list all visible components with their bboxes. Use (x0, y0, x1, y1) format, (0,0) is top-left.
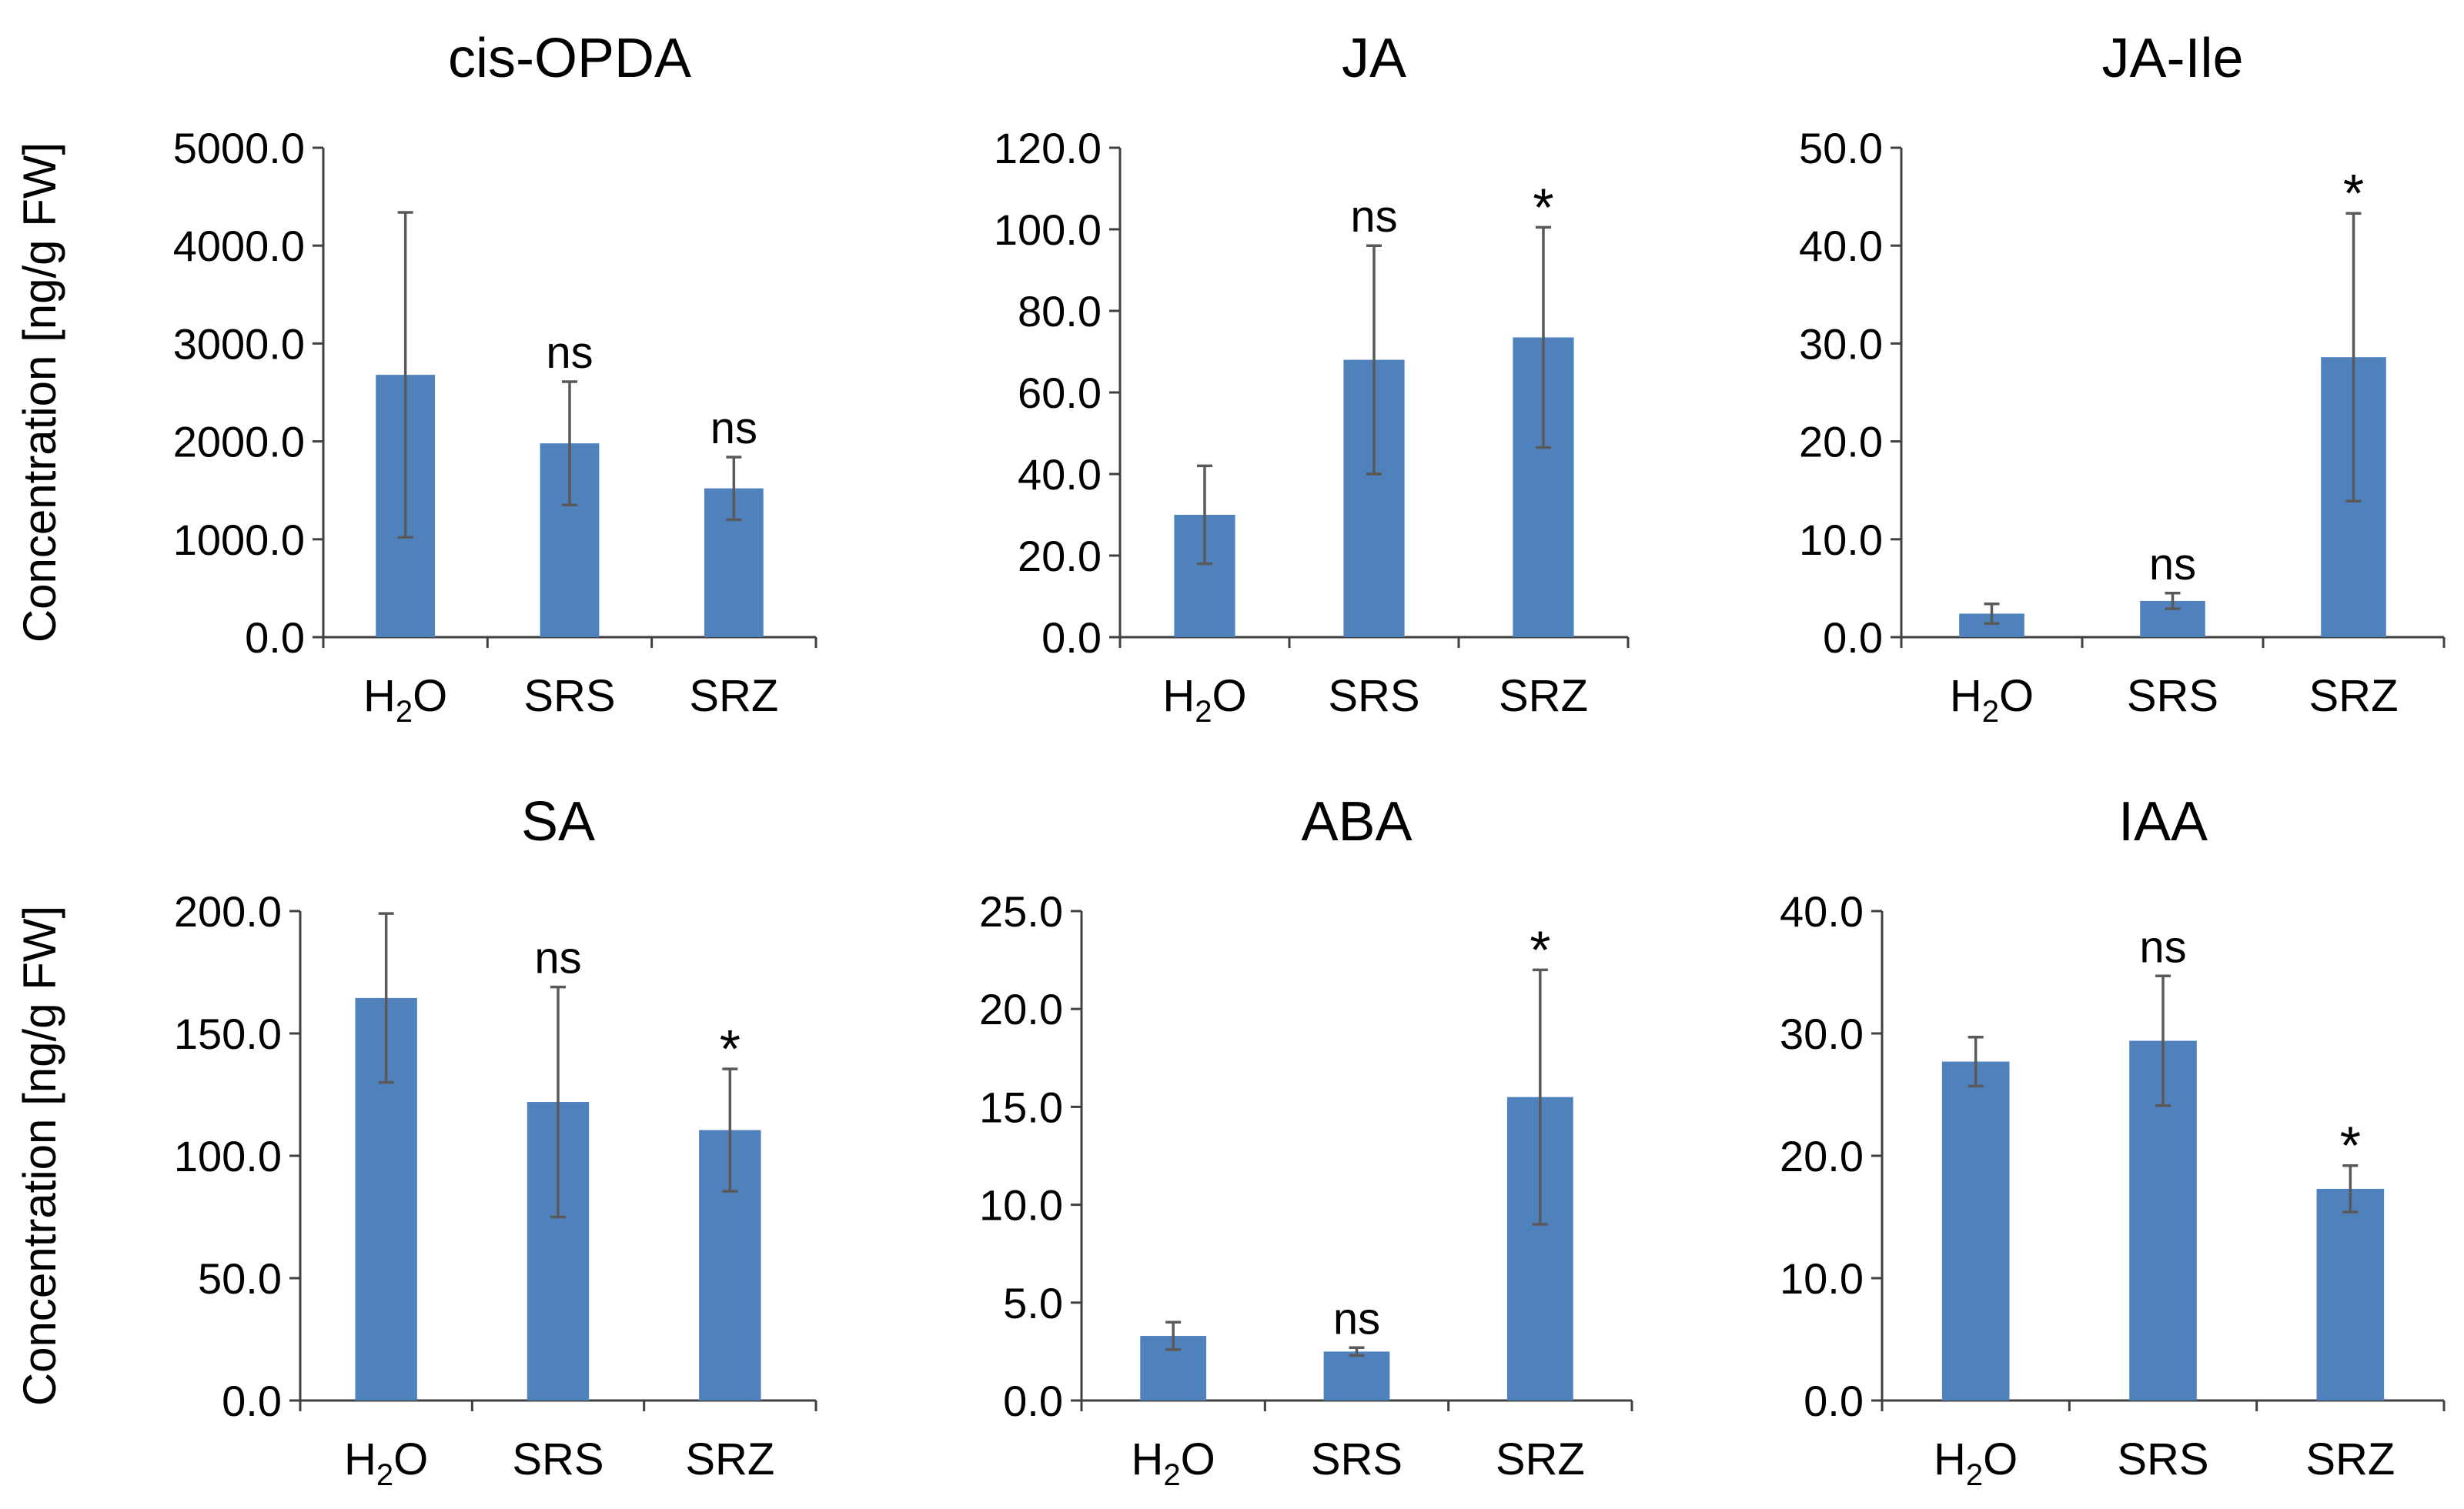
y-axis-label: Concentration [ng/g FW] (14, 142, 65, 643)
y-tick-label: 80.0 (1018, 287, 1102, 336)
y-tick-label: 40.0 (1018, 450, 1102, 499)
y-tick-label: 2000.0 (173, 418, 305, 466)
y-tick-label: 15.0 (979, 1083, 1063, 1131)
significance-label: ns (546, 328, 593, 378)
significance-label: * (1533, 177, 1553, 237)
x-tick-label: SRS (1311, 1434, 1403, 1484)
y-tick-label: 10.0 (979, 1181, 1063, 1230)
y-tick-label: 120.0 (994, 124, 1102, 172)
chart-panel-iaa: IAA 0.0 10.0 20.0 30.0 40.0 H2O ns SRS * SRZ (1780, 791, 2446, 1492)
x-tick-label: H2O (363, 671, 447, 729)
x-tick-label: SRZ (685, 1434, 774, 1484)
significance-label: * (720, 1019, 741, 1079)
x-tick-label: SRZ (2309, 671, 2399, 721)
significance-label: ns (534, 933, 581, 983)
x-tick-label: SRS (523, 671, 615, 721)
chart-panel-sa: SA 0.0 50.0 100.0 150.0 200.0 H2O ns SRS * SRZ Conc… (14, 791, 817, 1492)
y-tick-label: 100.0 (174, 1132, 282, 1180)
x-tick-label: SRS (1328, 671, 1419, 721)
y-tick-label: 30.0 (1780, 1010, 1864, 1058)
y-tick-label: 10.0 (1780, 1254, 1864, 1303)
y-tick-label: 60.0 (1018, 369, 1102, 417)
y-tick-label: 3000.0 (173, 319, 305, 368)
significance-label: ns (2149, 539, 2196, 589)
chart-title: SA (521, 791, 595, 853)
y-tick-label: 40.0 (1799, 222, 1883, 270)
y-tick-label: 0.0 (222, 1377, 282, 1425)
y-tick-label: 50.0 (198, 1254, 282, 1303)
significance-label: ns (1333, 1294, 1380, 1344)
y-tick-label: 40.0 (1780, 887, 1864, 936)
y-tick-label: 20.0 (1780, 1132, 1864, 1180)
y-tick-label: 50.0 (1799, 124, 1883, 172)
y-tick-label: 0.0 (1823, 613, 1883, 662)
y-tick-label: 0.0 (1804, 1377, 1864, 1425)
y-tick-label: 200.0 (174, 887, 282, 936)
y-tick-label: 20.0 (1799, 418, 1883, 466)
significance-label: * (2340, 1116, 2361, 1176)
x-tick-label: SRZ (689, 671, 778, 721)
x-tick-label: SRZ (1496, 1434, 1585, 1484)
y-tick-label: 30.0 (1799, 319, 1883, 368)
y-tick-label: 10.0 (1799, 516, 1883, 564)
y-tick-label: 20.0 (1018, 532, 1102, 580)
y-tick-label: 4000.0 (173, 222, 305, 270)
y-tick-label: 0.0 (245, 613, 305, 662)
significance-label: ns (710, 403, 757, 453)
x-tick-label: SRZ (2305, 1434, 2395, 1484)
x-tick-label: SRS (2117, 1434, 2208, 1484)
bar-h2o (1941, 1061, 2010, 1400)
y-axis-label: Concentration [ng/g FW] (14, 906, 65, 1406)
chart-panel-cis-opda: cis-OPDA 0.0 1000.0 2000.0 3000.0 4000.0 5000.… (14, 28, 817, 729)
chart-panel-aba: ABA 0.0 5.0 10.0 15.0 20.0 25.0 H2O ns SRS * SRZ (979, 791, 1633, 1492)
x-tick-label: H2O (1162, 671, 1246, 729)
y-tick-label: 20.0 (979, 985, 1063, 1033)
chart-title: ABA (1301, 791, 1412, 853)
significance-label: * (1530, 920, 1550, 980)
bar-srs (1323, 1351, 1390, 1400)
y-tick-label: 0.0 (1003, 1377, 1063, 1425)
chart-panel-ja-ile: JA-Ile 0.0 10.0 20.0 30.0 40.0 50.0 H2O ns SRS * SR… (1799, 28, 2446, 729)
chart-title: cis-OPDA (448, 28, 691, 89)
significance-label: * (2343, 163, 2364, 223)
chart-title: IAA (2118, 791, 2208, 853)
y-tick-label: 5.0 (1003, 1279, 1063, 1327)
y-tick-label: 5000.0 (173, 124, 305, 172)
x-tick-label: SRS (2127, 671, 2218, 721)
chart-panel-ja: JA 0.0 20.0 40.0 60.0 80.0 100.0 120.0 H2O ns SRS *… (994, 28, 1630, 729)
chart-title: JA (1342, 28, 1406, 89)
y-tick-label: 1000.0 (173, 516, 305, 564)
x-tick-label: H2O (1934, 1434, 2018, 1492)
x-tick-label: H2O (1132, 1434, 1215, 1492)
x-tick-label: SRS (512, 1434, 603, 1484)
x-tick-label: H2O (344, 1434, 428, 1492)
chart-title: JA-Ile (2101, 28, 2243, 89)
x-tick-label: H2O (1950, 671, 2034, 729)
y-tick-label: 0.0 (1041, 613, 1102, 662)
significance-label: ns (2139, 922, 2186, 972)
bar-srz (2316, 1188, 2385, 1400)
y-tick-label: 25.0 (979, 887, 1063, 936)
x-tick-label: SRZ (1499, 671, 1588, 721)
significance-label: ns (1350, 192, 1397, 242)
y-tick-label: 100.0 (994, 205, 1102, 254)
y-tick-label: 150.0 (174, 1010, 282, 1058)
